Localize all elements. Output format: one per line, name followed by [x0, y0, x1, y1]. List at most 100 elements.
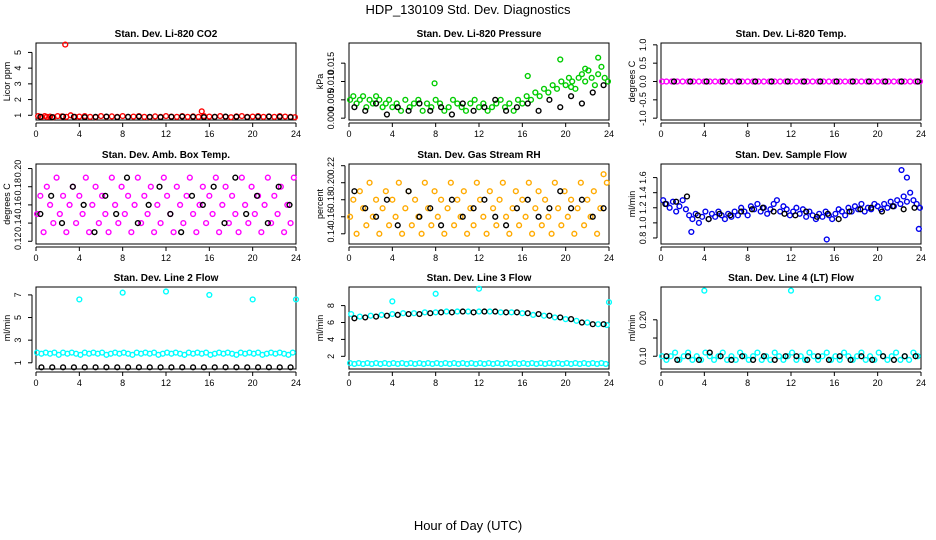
- x-tick-label: 4: [702, 129, 707, 139]
- x-tick-label: 24: [291, 253, 301, 263]
- y-axis-label: ml/min: [315, 315, 325, 342]
- y-tick-label: 4: [13, 66, 23, 71]
- x-tick-label: 16: [829, 129, 839, 139]
- data-point: [546, 312, 553, 319]
- data-point: [679, 78, 686, 85]
- data-point: [366, 179, 373, 186]
- data-point: [669, 198, 677, 205]
- data-point: [82, 174, 89, 181]
- x-tick-label: 16: [204, 129, 214, 139]
- x-tick-label: 4: [390, 378, 395, 388]
- data-point: [486, 308, 493, 315]
- plot-frame: [660, 286, 922, 370]
- y-tick-label: 4: [326, 337, 336, 342]
- y-tick-label: 0.20: [13, 160, 23, 178]
- data-point: [163, 192, 171, 199]
- data-point: [546, 96, 553, 103]
- data-point: [241, 201, 249, 209]
- data-point: [519, 310, 526, 317]
- data-point: [905, 356, 913, 363]
- data-point: [238, 174, 245, 181]
- data-point: [584, 196, 591, 203]
- data-point: [189, 364, 197, 371]
- data-point: [567, 83, 575, 91]
- data-point: [748, 206, 756, 213]
- data-point: [771, 349, 778, 356]
- data-point: [459, 213, 466, 220]
- data-point: [372, 213, 380, 220]
- data-point: [833, 78, 840, 85]
- data-point: [502, 309, 510, 316]
- data-point: [123, 174, 131, 181]
- data-point: [747, 203, 755, 210]
- data-point: [900, 206, 907, 213]
- data-point: [465, 308, 472, 315]
- y-tick-label: 0.18: [13, 178, 23, 196]
- data-point: [219, 201, 226, 209]
- data-point: [603, 179, 610, 186]
- data-point: [540, 312, 548, 319]
- data-point: [59, 364, 67, 371]
- data-point: [911, 204, 918, 211]
- y-tick-label: 0.12: [13, 233, 23, 251]
- data-point: [481, 308, 488, 315]
- data-point: [558, 222, 565, 229]
- y-tick-label: 0.16: [326, 208, 336, 226]
- plot-frame: [35, 286, 297, 370]
- data-point: [842, 212, 849, 219]
- data-point: [600, 321, 607, 328]
- data-point: [199, 183, 206, 190]
- data-point: [186, 174, 193, 181]
- data-point: [793, 78, 800, 85]
- data-point: [179, 113, 186, 120]
- data-point: [519, 100, 526, 107]
- data-point: [600, 171, 607, 178]
- data-point: [389, 298, 396, 305]
- data-point: [200, 364, 208, 371]
- data-point: [754, 200, 761, 208]
- data-point: [528, 230, 536, 237]
- data-point: [254, 113, 262, 120]
- data-point: [869, 356, 876, 363]
- data-point: [782, 353, 789, 360]
- data-point: [135, 113, 143, 120]
- data-point: [227, 114, 235, 121]
- figure-title: HDP_130109 Std. Dev. Diagnostics: [365, 2, 571, 17]
- panel-title: Stan. Dev. Li-820 Temp.: [736, 29, 847, 40]
- data-point: [879, 353, 887, 360]
- y-axis-label: ml/min: [627, 315, 637, 342]
- x-tick-label: 20: [561, 378, 571, 388]
- data-point: [431, 80, 438, 87]
- data-point: [836, 356, 843, 363]
- data-point: [261, 201, 268, 209]
- data-point: [437, 196, 445, 203]
- data-point: [688, 228, 695, 236]
- series-1: [35, 41, 299, 121]
- data-point: [427, 107, 434, 114]
- data-point: [437, 309, 445, 316]
- data-point: [890, 356, 898, 363]
- data-point: [907, 78, 914, 85]
- data-point: [513, 104, 521, 111]
- data-point: [666, 204, 673, 211]
- data-point: [398, 230, 406, 237]
- data-point: [502, 222, 510, 229]
- data-point: [437, 222, 445, 229]
- data-point: [673, 208, 680, 215]
- data-point: [277, 183, 284, 190]
- data-point: [480, 213, 487, 220]
- data-point: [587, 213, 594, 220]
- data-point: [385, 96, 393, 103]
- data-point: [663, 356, 670, 363]
- data-point: [814, 356, 822, 363]
- data-point: [156, 183, 163, 190]
- data-point: [710, 356, 718, 363]
- data-point: [803, 213, 810, 220]
- data-point: [69, 183, 76, 190]
- data-point: [728, 78, 735, 85]
- data-point: [573, 317, 580, 324]
- data-point: [366, 96, 373, 103]
- x-tick-label: 12: [474, 378, 484, 388]
